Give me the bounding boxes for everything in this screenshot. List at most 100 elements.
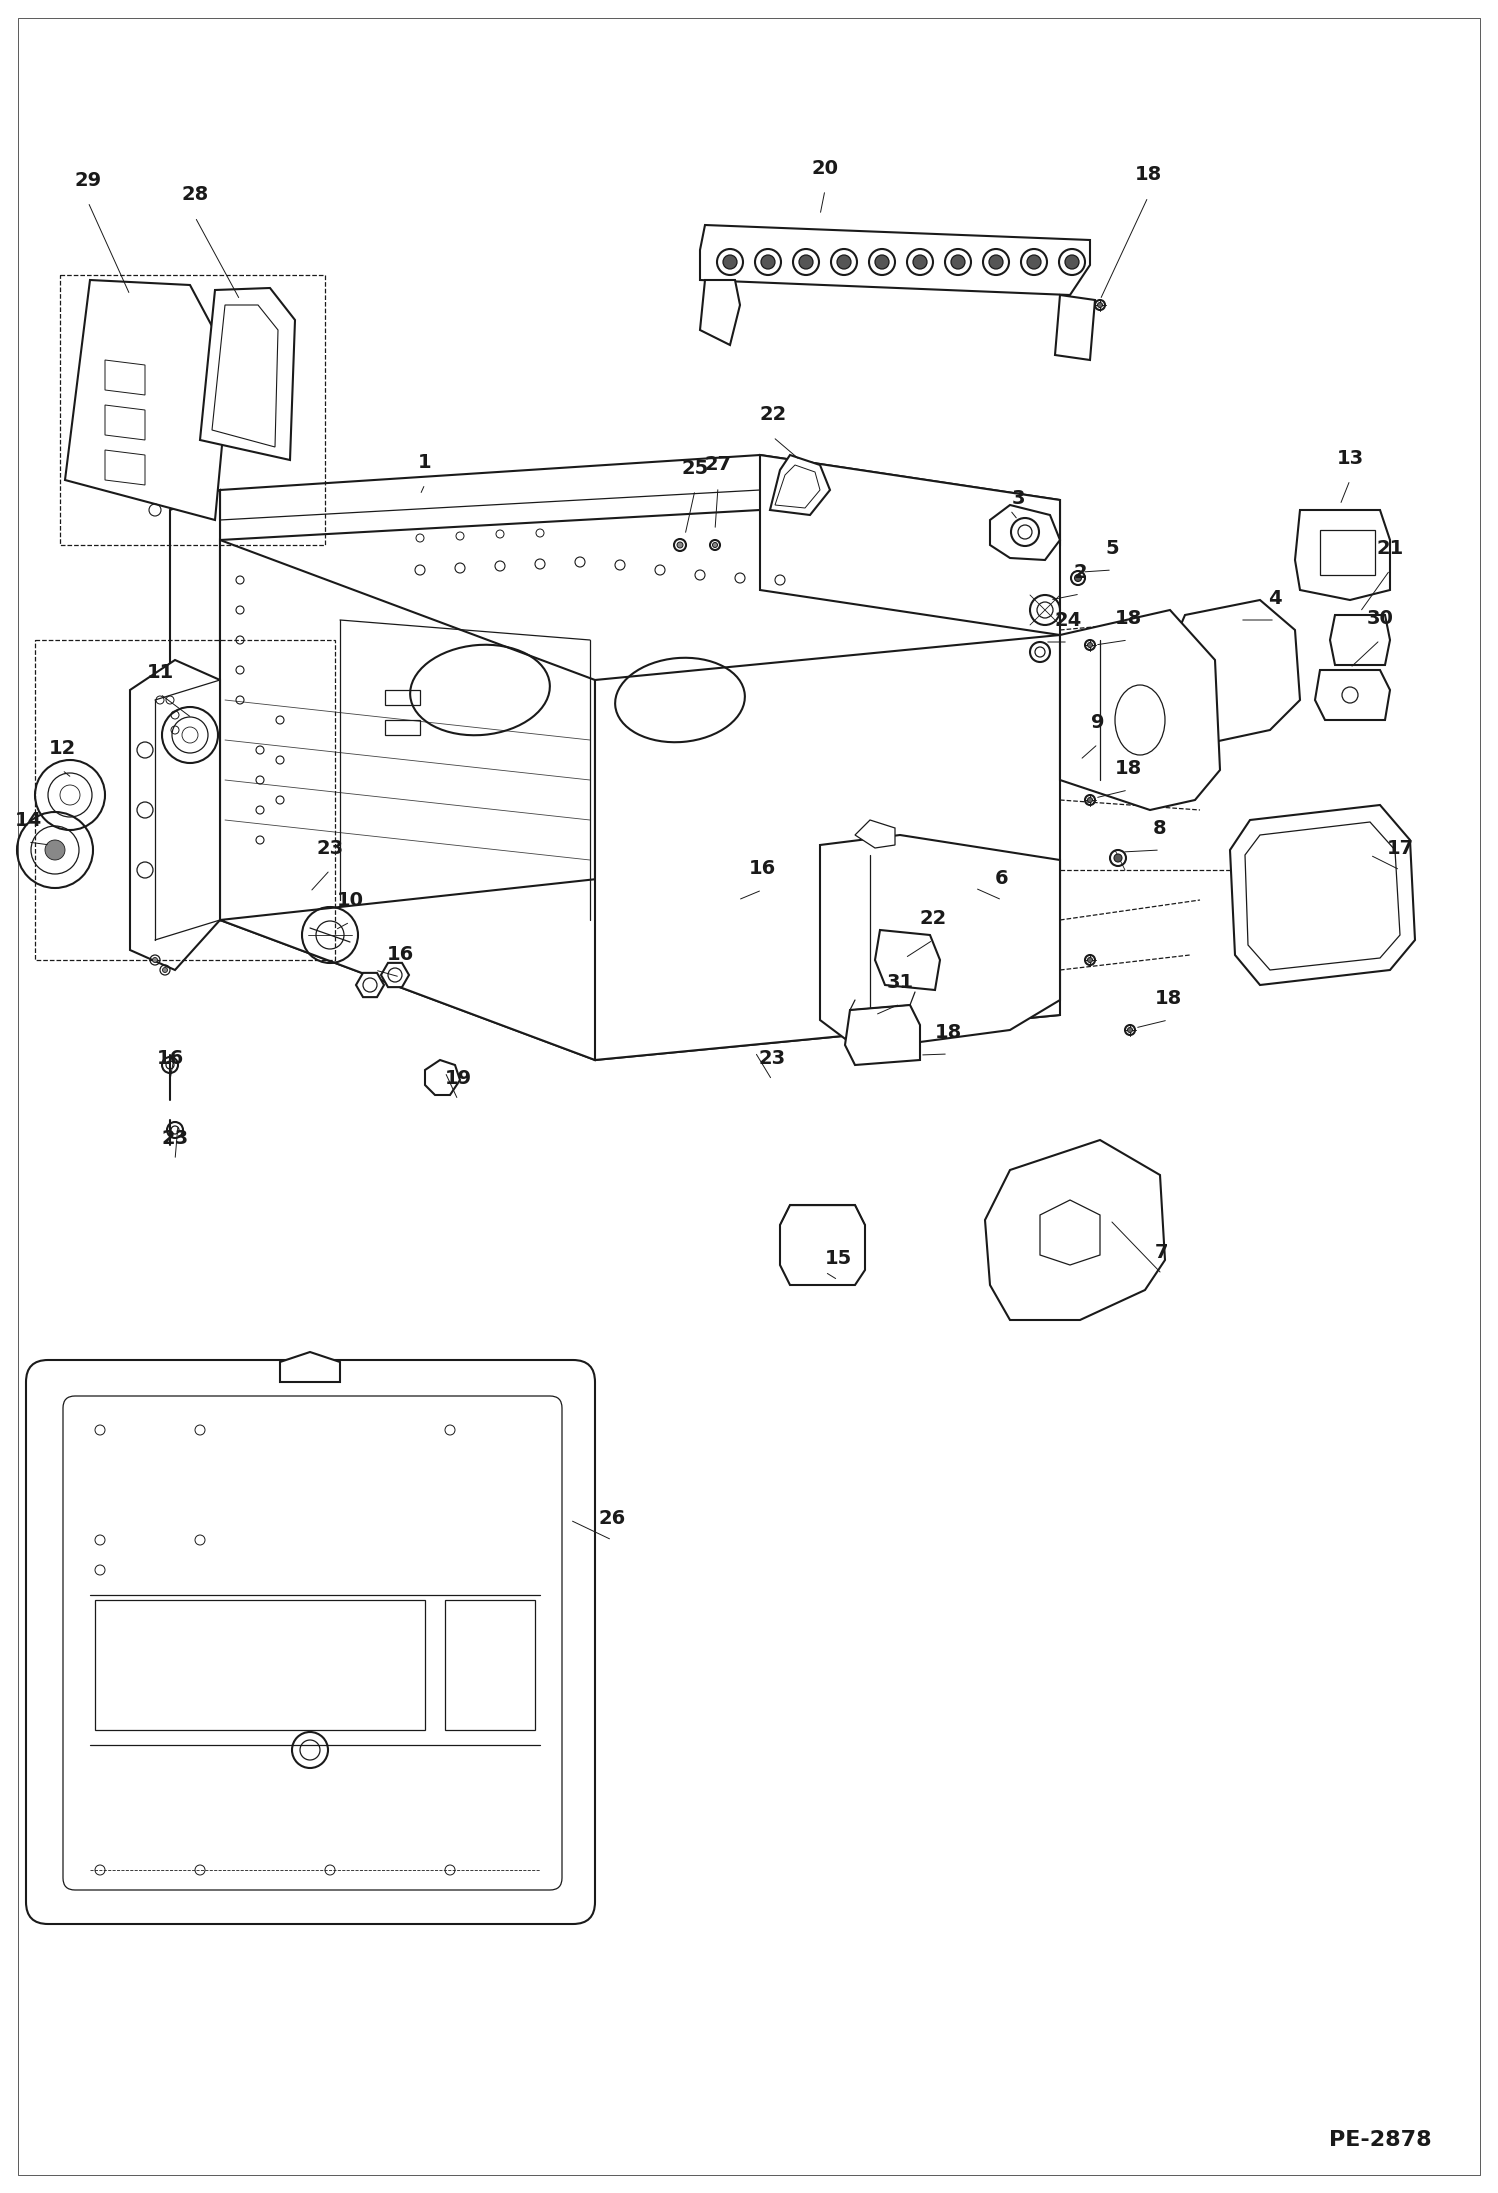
Bar [60,274,325,546]
Text: 31: 31 [887,971,914,991]
Text: 21: 21 [1377,539,1404,557]
Bar [1320,531,1375,575]
Circle shape [869,250,894,274]
Text: 18: 18 [1134,164,1161,184]
Text: 8: 8 [1153,818,1167,838]
Text: 6: 6 [995,868,1008,888]
Text: 1: 1 [418,452,431,471]
Bar [385,719,419,735]
Circle shape [1128,1029,1132,1033]
Polygon shape [1061,610,1219,809]
Polygon shape [1230,805,1416,985]
Circle shape [1022,250,1047,274]
Text: 22: 22 [920,908,947,928]
Polygon shape [201,287,295,461]
Polygon shape [855,820,894,849]
Text: 23: 23 [758,1048,785,1068]
Circle shape [1065,254,1079,270]
Polygon shape [425,1059,460,1094]
Text: 2: 2 [1073,561,1088,581]
Circle shape [875,254,888,270]
Text: 30: 30 [1366,607,1393,627]
Polygon shape [700,281,740,344]
Polygon shape [357,974,383,998]
Text: PE-2878: PE-2878 [1329,2129,1431,2149]
Circle shape [162,967,168,971]
Polygon shape [780,1204,864,1285]
Polygon shape [220,539,595,1059]
Text: 18: 18 [935,1022,962,1042]
Circle shape [724,254,737,270]
Circle shape [837,254,851,270]
Text: 18: 18 [1115,607,1141,627]
Circle shape [912,254,927,270]
Text: 25: 25 [682,458,709,478]
Bar [34,640,336,961]
Text: 23: 23 [162,1129,189,1147]
Polygon shape [595,636,1061,1059]
Polygon shape [1294,511,1390,601]
Polygon shape [64,281,231,520]
Polygon shape [1055,296,1095,360]
Circle shape [1115,853,1122,862]
Polygon shape [986,1140,1165,1320]
Text: 18: 18 [1155,989,1182,1007]
Circle shape [1098,303,1103,307]
Text: 16: 16 [749,857,776,877]
Text: 22: 22 [759,406,786,425]
Circle shape [1059,250,1085,274]
Text: 16: 16 [386,945,413,965]
Polygon shape [380,963,409,987]
Circle shape [755,250,780,274]
Text: 27: 27 [704,456,731,474]
Circle shape [798,254,813,270]
Polygon shape [1330,614,1390,664]
Circle shape [792,250,819,274]
Circle shape [951,254,965,270]
Polygon shape [845,1004,920,1066]
Text: 23: 23 [316,838,343,857]
Circle shape [1074,575,1082,581]
Text: 12: 12 [48,739,75,757]
Polygon shape [220,871,1061,1059]
Text: 19: 19 [445,1068,472,1088]
Polygon shape [1315,671,1390,719]
Text: 7: 7 [1155,1243,1168,1261]
Bar [445,1601,535,1730]
Text: 24: 24 [1055,610,1082,629]
Circle shape [906,250,933,274]
Circle shape [945,250,971,274]
Text: 14: 14 [15,811,42,829]
Polygon shape [220,454,1061,546]
Text: 26: 26 [598,1509,626,1529]
Polygon shape [875,930,941,989]
Polygon shape [169,489,220,921]
Circle shape [1088,958,1092,963]
Circle shape [677,542,683,548]
Text: 11: 11 [147,662,174,682]
Polygon shape [759,454,1061,636]
Text: 13: 13 [1336,450,1363,467]
FancyBboxPatch shape [25,1360,595,1923]
Polygon shape [1170,601,1300,746]
Circle shape [45,840,64,860]
Circle shape [761,254,774,270]
Circle shape [989,254,1004,270]
Circle shape [718,250,743,274]
Text: 29: 29 [75,171,102,189]
Text: 20: 20 [812,158,839,178]
Text: 16: 16 [156,1048,184,1068]
Polygon shape [770,454,830,515]
Circle shape [831,250,857,274]
Text: 4: 4 [1269,588,1282,607]
Polygon shape [280,1353,340,1382]
Polygon shape [990,504,1061,559]
Circle shape [153,958,157,963]
Circle shape [1088,643,1092,647]
Polygon shape [130,660,220,969]
Circle shape [1088,798,1092,803]
Polygon shape [700,226,1091,296]
Text: 17: 17 [1387,838,1414,857]
Bar [94,1601,425,1730]
Text: 28: 28 [181,186,208,204]
